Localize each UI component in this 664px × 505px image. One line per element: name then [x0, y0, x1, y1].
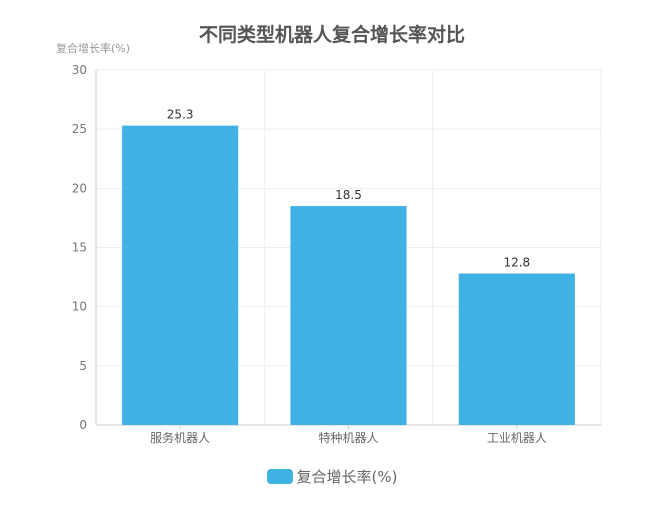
- legend[interactable]: 复合增长率(%): [0, 466, 664, 487]
- bar: [290, 206, 407, 425]
- y-tick-label: 5: [79, 359, 87, 373]
- chart-title: 不同类型机器人复合增长率对比: [198, 24, 465, 46]
- bar: [458, 273, 575, 425]
- y-tick-label: 25: [72, 122, 87, 136]
- x-tick-label: 服务机器人: [150, 430, 210, 445]
- y-tick-label: 20: [72, 181, 87, 195]
- x-tick-label: 工业机器人: [487, 431, 547, 445]
- bar: [122, 125, 239, 425]
- x-tick-label: 特种机器人: [318, 430, 378, 445]
- y-tick-label: 30: [72, 63, 87, 77]
- y-tick-label: 0: [79, 418, 87, 432]
- data-label: 25.3: [167, 108, 194, 122]
- y-axis-label: 复合增长率(%): [56, 42, 131, 55]
- y-tick-label: 10: [72, 300, 87, 314]
- legend-label: 复合增长率(%): [296, 468, 398, 486]
- data-label: 18.5: [335, 188, 362, 202]
- legend-swatch: [266, 469, 293, 484]
- data-label: 12.8: [503, 256, 530, 270]
- y-tick-label: 15: [72, 241, 87, 255]
